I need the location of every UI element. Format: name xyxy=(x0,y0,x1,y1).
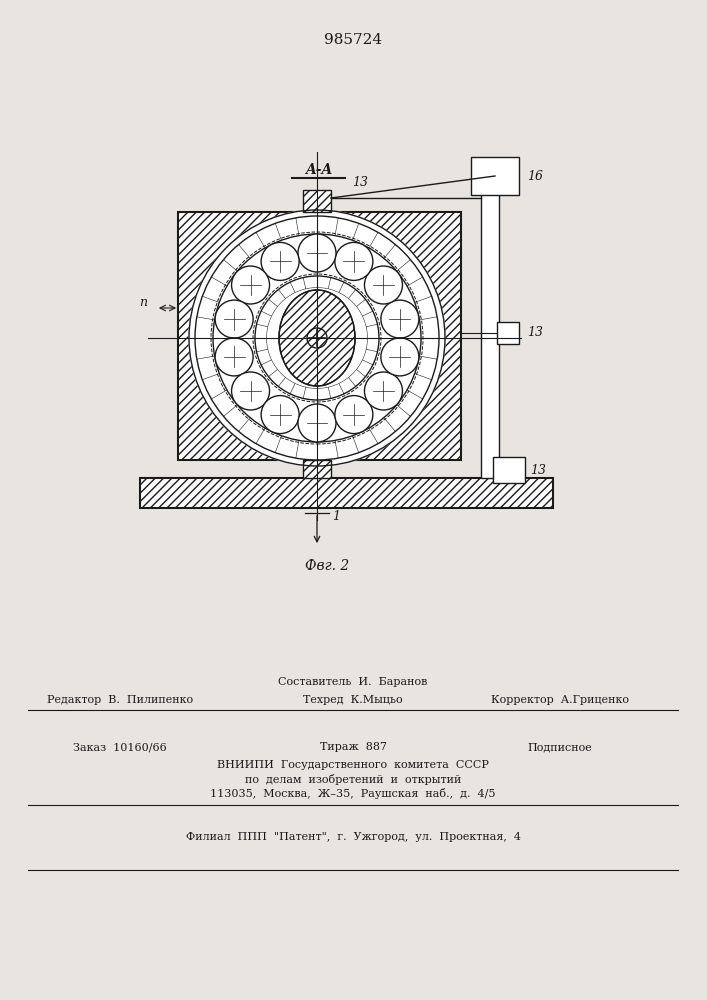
Circle shape xyxy=(335,396,373,434)
Text: ВНИИПИ  Государственного  комитета  СССР: ВНИИПИ Государственного комитета СССР xyxy=(217,760,489,770)
Circle shape xyxy=(335,242,373,280)
Text: n: n xyxy=(139,296,147,310)
Bar xyxy=(471,157,519,195)
Text: A-A: A-A xyxy=(305,163,332,177)
Text: 985724: 985724 xyxy=(324,33,382,47)
Bar xyxy=(493,457,525,483)
Text: Тираж  887: Тираж 887 xyxy=(320,742,387,752)
Circle shape xyxy=(215,338,253,376)
Circle shape xyxy=(215,300,253,338)
Circle shape xyxy=(364,266,402,304)
Text: 13: 13 xyxy=(530,464,546,477)
Text: 113035,  Москва,  Ж–35,  Раушская  наб.,  д.  4/5: 113035, Москва, Ж–35, Раушская наб., д. … xyxy=(210,788,496,799)
Circle shape xyxy=(381,338,419,376)
Circle shape xyxy=(189,210,445,466)
Bar xyxy=(178,212,461,460)
Text: по  делам  изобретений  и  открытий: по делам изобретений и открытий xyxy=(245,774,461,785)
Text: Филиал  ППП  "Патент",  г.  Ужгород,  ул.  Проектная,  4: Филиал ППП "Патент", г. Ужгород, ул. Про… xyxy=(185,832,520,842)
Circle shape xyxy=(232,266,269,304)
Text: 1: 1 xyxy=(332,510,340,524)
Text: Заказ  10160/66: Заказ 10160/66 xyxy=(73,742,167,752)
Circle shape xyxy=(298,234,336,272)
Circle shape xyxy=(267,288,366,387)
Circle shape xyxy=(364,372,402,410)
Text: Редактор  В.  Пилипенко: Редактор В. Пилипенко xyxy=(47,695,193,705)
Circle shape xyxy=(232,372,269,410)
Text: Составитель  И.  Баранов: Составитель И. Баранов xyxy=(279,677,428,687)
Text: Фвг. 2: Фвг. 2 xyxy=(305,559,349,573)
Text: Подписное: Подписное xyxy=(527,742,592,752)
Text: Техред  К.Мыцьо: Техред К.Мыцьо xyxy=(303,695,403,705)
Bar xyxy=(140,478,553,508)
Bar xyxy=(481,190,499,478)
Circle shape xyxy=(298,404,336,442)
Text: 13: 13 xyxy=(352,176,368,188)
Text: 16: 16 xyxy=(527,169,543,182)
Text: 13: 13 xyxy=(527,326,543,340)
Circle shape xyxy=(261,396,299,434)
Bar xyxy=(497,322,519,344)
Circle shape xyxy=(261,242,299,280)
Circle shape xyxy=(381,300,419,338)
Ellipse shape xyxy=(279,290,355,386)
Bar xyxy=(303,460,331,478)
Text: Корректор  А.Гриценко: Корректор А.Гриценко xyxy=(491,695,629,705)
Bar xyxy=(303,190,331,212)
